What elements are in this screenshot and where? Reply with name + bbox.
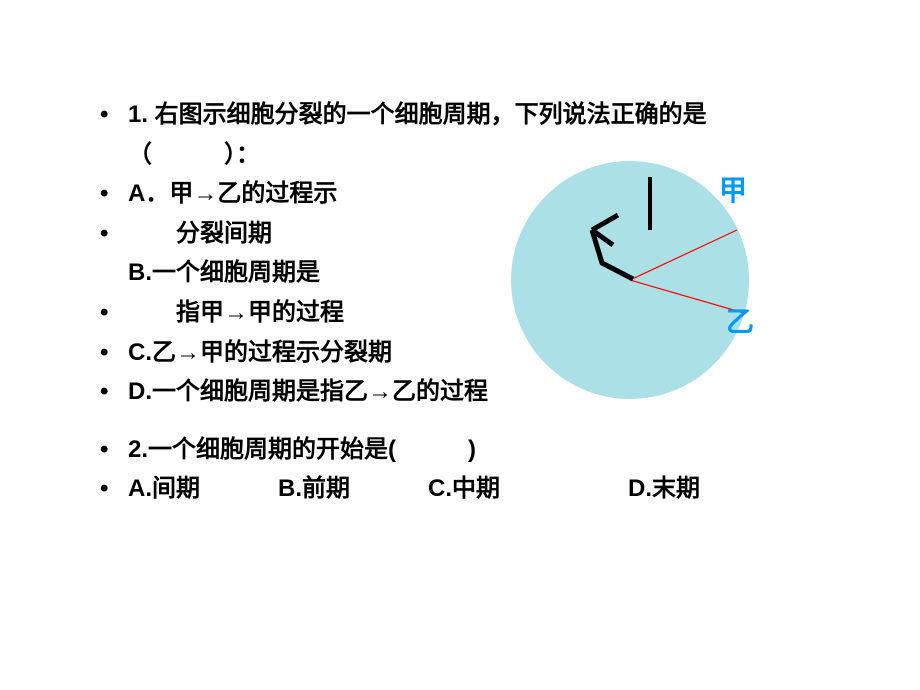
q1-optA-text2: 分裂间期 (128, 214, 438, 254)
bullet: • (100, 469, 128, 509)
cell-cycle-diagram: 甲 乙 (505, 155, 755, 405)
q2-optB: B.前期 (278, 469, 428, 509)
q2-optC: C.中期 (428, 469, 628, 509)
bullet: • (100, 333, 128, 373)
bullet: • (100, 372, 128, 412)
bullet: • (100, 430, 128, 470)
label-jia: 甲 (719, 175, 747, 206)
q2-optA: A.间期 (128, 469, 278, 509)
bullet: • (100, 174, 128, 214)
bullet: • (100, 214, 128, 254)
q2-options: A.间期 B.前期 C.中期 D.末期 (128, 469, 830, 509)
cell-cycle-svg: 甲 乙 (505, 155, 755, 405)
bullet: • (100, 293, 128, 333)
label-yi: 乙 (726, 306, 754, 337)
q1-optB-text1: B.一个细胞周期是 (128, 253, 438, 293)
q2-stem-text: 2.一个细胞周期的开始是( ) (128, 430, 830, 470)
q1-optB-text2: 指甲→甲的过程 (128, 293, 438, 333)
q2-stem-line: • 2.一个细胞周期的开始是( ) (100, 430, 830, 470)
q2-options-line: • A.间期 B.前期 C.中期 D.末期 (100, 469, 830, 509)
q1-optA-text1: A．甲→乙的过程示 (128, 174, 438, 214)
q2-optD: D.末期 (628, 469, 700, 509)
bullet: • (100, 95, 128, 135)
spacer (100, 412, 830, 430)
